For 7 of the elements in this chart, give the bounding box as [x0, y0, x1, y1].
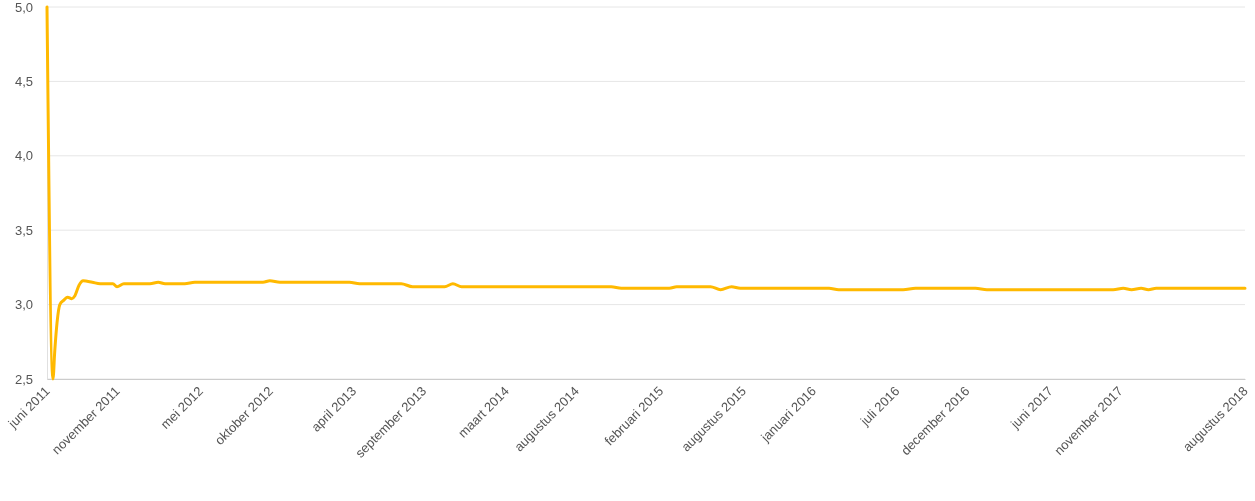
y-tick-label: 2,5 [14, 371, 33, 387]
y-tick-label: 5,0 [14, 0, 33, 15]
y-tick-label: 3,5 [14, 222, 33, 238]
y-tick-label: 3,0 [14, 297, 33, 313]
y-tick-label: 4,5 [14, 74, 33, 90]
y-tick-label: 4,0 [14, 148, 33, 164]
line-series [45, 5, 1247, 381]
